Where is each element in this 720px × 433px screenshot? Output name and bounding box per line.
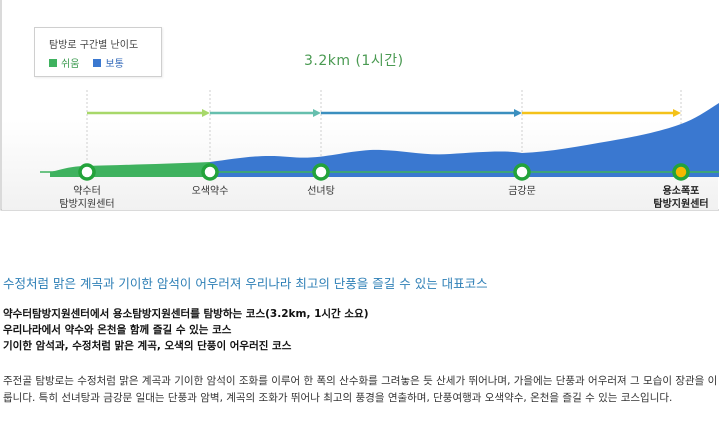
legend-title: 탐방로 구간별 난이도	[49, 40, 139, 51]
stop-name-sub: 탐방지원센터	[653, 199, 709, 210]
normal-swatch-icon	[93, 58, 102, 67]
course-description: 주전골 탐방로는 수정처럼 맑은 계곡과 기이한 암석이 조화를 이루어 한 폭…	[3, 375, 718, 404]
stop-label-seonnyeotang: 선녀탕	[307, 185, 335, 198]
stop-label-osaek: 오색약수	[192, 185, 229, 198]
course-highlights: 약수터탐방지원센터에서 용소탐방지원센터를 탐방하는 코스(3.2km, 1시간…	[3, 306, 369, 354]
arrow-head-1	[202, 109, 210, 117]
arrow-head-3	[514, 109, 522, 117]
elevation-normal	[210, 103, 719, 177]
stop-marker	[513, 163, 531, 181]
stop-marker-end	[672, 163, 690, 181]
legend-easy-label: 쉬움	[61, 59, 80, 70]
arrow-head-4	[673, 109, 681, 117]
stop-name: 오색약수	[191, 186, 229, 197]
course-distance: 3.2km (1시간)	[304, 53, 404, 69]
arrow-head-2	[313, 109, 321, 117]
trail-map: 탐방로 구간별 난이도 쉬움 보통 3.2km (1시간) 약수터 탐방지원센터…	[0, 0, 719, 211]
stop-marker-start	[78, 163, 96, 181]
course-headline: 수정처럼 맑은 계곡과 기이한 암석이 어우러져 우리나라 최고의 단풍을 즐길…	[3, 276, 488, 291]
stop-name: 선녀탕	[307, 186, 335, 197]
stop-label-yongso: 용소폭포 탐방지원센터	[653, 185, 708, 211]
highlight-item: 기이한 암석과, 수정처럼 맑은 계곡, 오색의 단풍이 어우러진 코스	[3, 340, 292, 352]
highlight-item: 우리나라에서 약수와 온천을 함께 즐길 수 있는 코스	[3, 324, 232, 336]
stop-name: 용소폭포	[662, 186, 700, 197]
stop-marker	[312, 163, 330, 181]
difficulty-legend: 탐방로 구간별 난이도 쉬움 보통	[34, 27, 162, 77]
legend-items: 쉬움 보통	[49, 55, 124, 70]
stop-marker	[201, 163, 219, 181]
highlight-item: 약수터탐방지원센터에서 용소탐방지원센터를 탐방하는 코스(3.2km, 1시간…	[3, 308, 369, 320]
stop-label-geumgangmun: 금강문	[508, 185, 536, 198]
easy-swatch-icon	[49, 58, 57, 67]
stop-name: 약수터	[73, 186, 101, 197]
stop-name: 금강문	[508, 186, 536, 197]
legend-normal-label: 보통	[105, 59, 124, 70]
trail-graphic	[0, 0, 719, 211]
stop-name-sub: 탐방지원센터	[59, 199, 115, 210]
stop-label-yaksuteo: 약수터 탐방지원센터	[59, 185, 114, 211]
